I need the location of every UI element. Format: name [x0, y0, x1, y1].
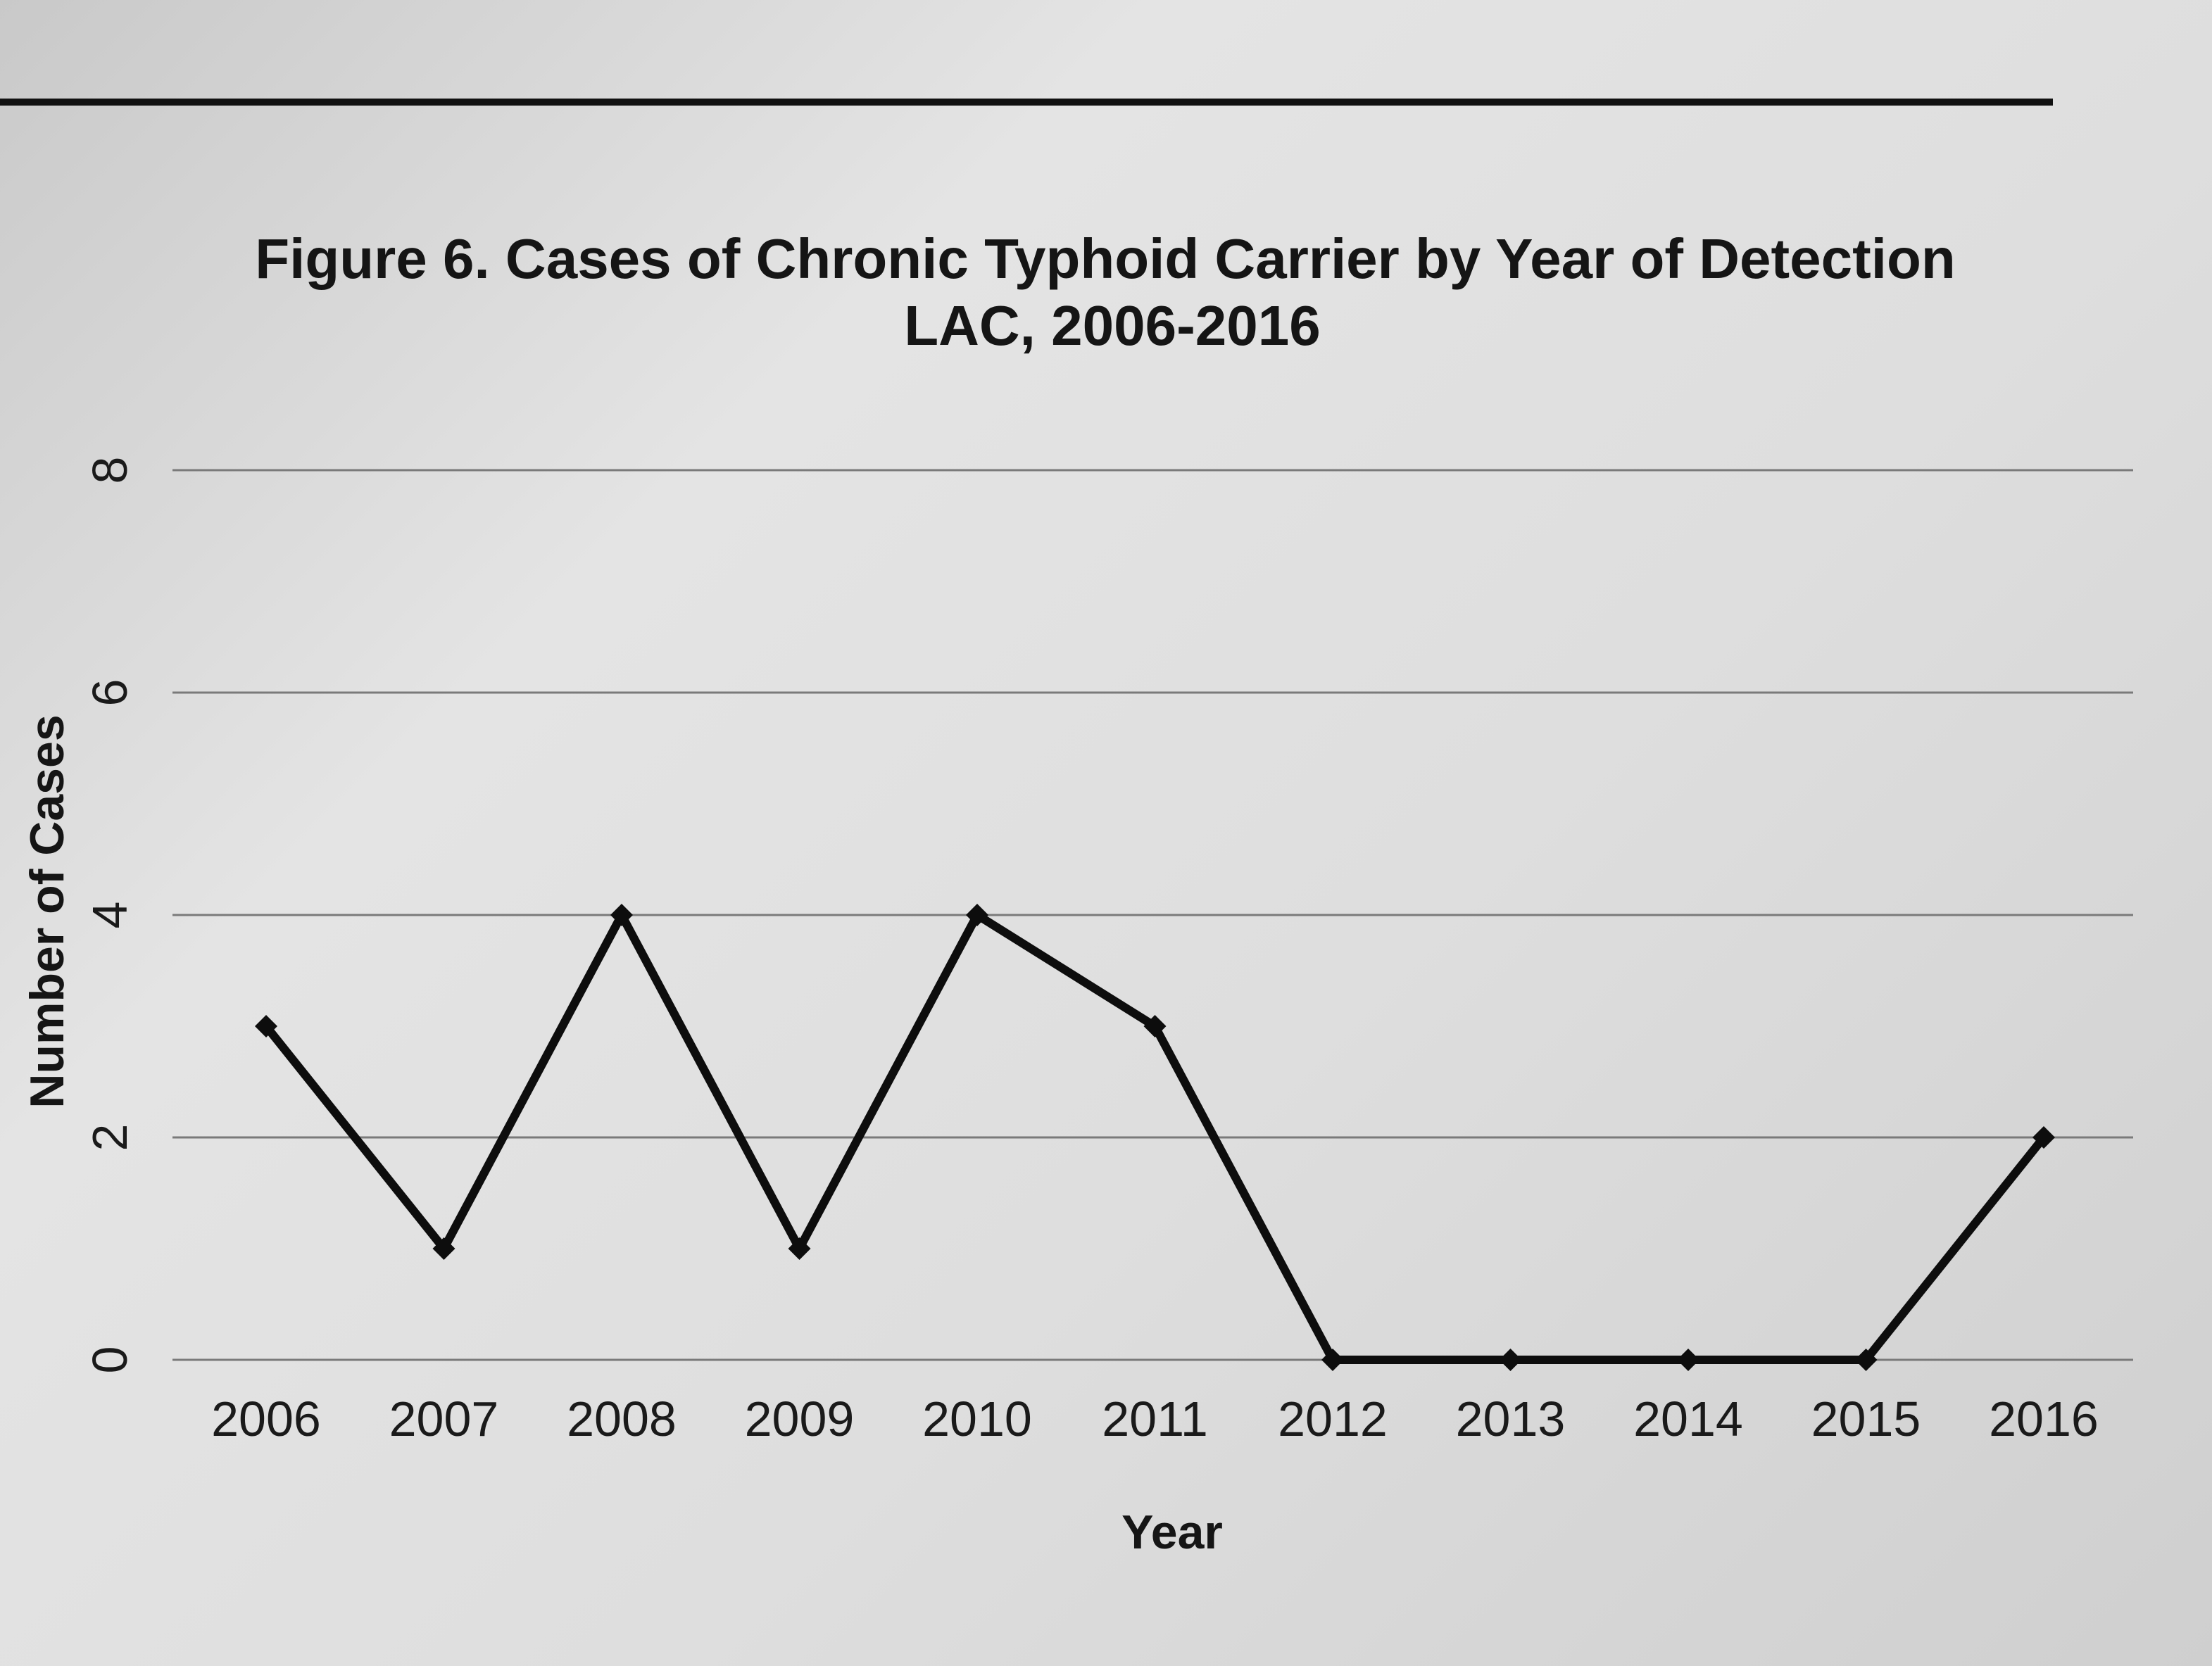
x-tick-label: 2011 [1102, 1392, 1208, 1446]
data-point-2007 [432, 1237, 455, 1260]
y-axis-ticks: 0 2 4 6 8 [82, 457, 137, 1374]
x-tick-label: 2012 [1278, 1392, 1388, 1446]
data-point-2008 [610, 904, 633, 926]
gridlines [172, 469, 2133, 1361]
x-tick-label: 2015 [1811, 1392, 1921, 1446]
data-point-2014 [1677, 1349, 1699, 1371]
data-point-2012 [1321, 1349, 1344, 1371]
data-point-2015 [1854, 1349, 1878, 1371]
data-point-2006 [255, 1015, 277, 1037]
y-tick-label: 8 [82, 457, 137, 484]
x-tick-label: 2006 [211, 1392, 321, 1446]
data-point-2010 [966, 904, 988, 926]
chart-title: Figure 6. Cases of Chronic Typhoid Carri… [255, 227, 1955, 290]
x-tick-label: 2013 [1456, 1392, 1566, 1446]
data-point-2009 [788, 1237, 811, 1260]
x-tick-label: 2008 [567, 1392, 677, 1446]
x-tick-label: 2016 [1989, 1392, 2099, 1446]
data-point-2016 [2032, 1126, 2055, 1149]
x-tick-label: 2014 [1633, 1392, 1743, 1446]
y-axis-label: Number of Cases [20, 714, 74, 1108]
data-point-2011 [1143, 1015, 1167, 1037]
data-point-2013 [1499, 1349, 1522, 1371]
y-tick-label: 2 [82, 1124, 137, 1151]
header-rule [0, 99, 2053, 106]
series-cases [255, 904, 2055, 1371]
x-tick-label: 2007 [389, 1392, 499, 1446]
y-tick-label: 0 [82, 1346, 137, 1374]
x-tick-label: 2009 [745, 1392, 855, 1446]
y-tick-label: 4 [82, 902, 137, 929]
x-axis-label: Year [1121, 1506, 1223, 1559]
chart-subtitle: LAC, 2006-2016 [904, 294, 1320, 357]
x-tick-label: 2010 [922, 1392, 1032, 1446]
x-axis-ticks: 2006 2007 2008 2009 2010 2011 2012 2013 2014 2015… [211, 1392, 2099, 1446]
y-tick-label: 6 [82, 679, 137, 707]
